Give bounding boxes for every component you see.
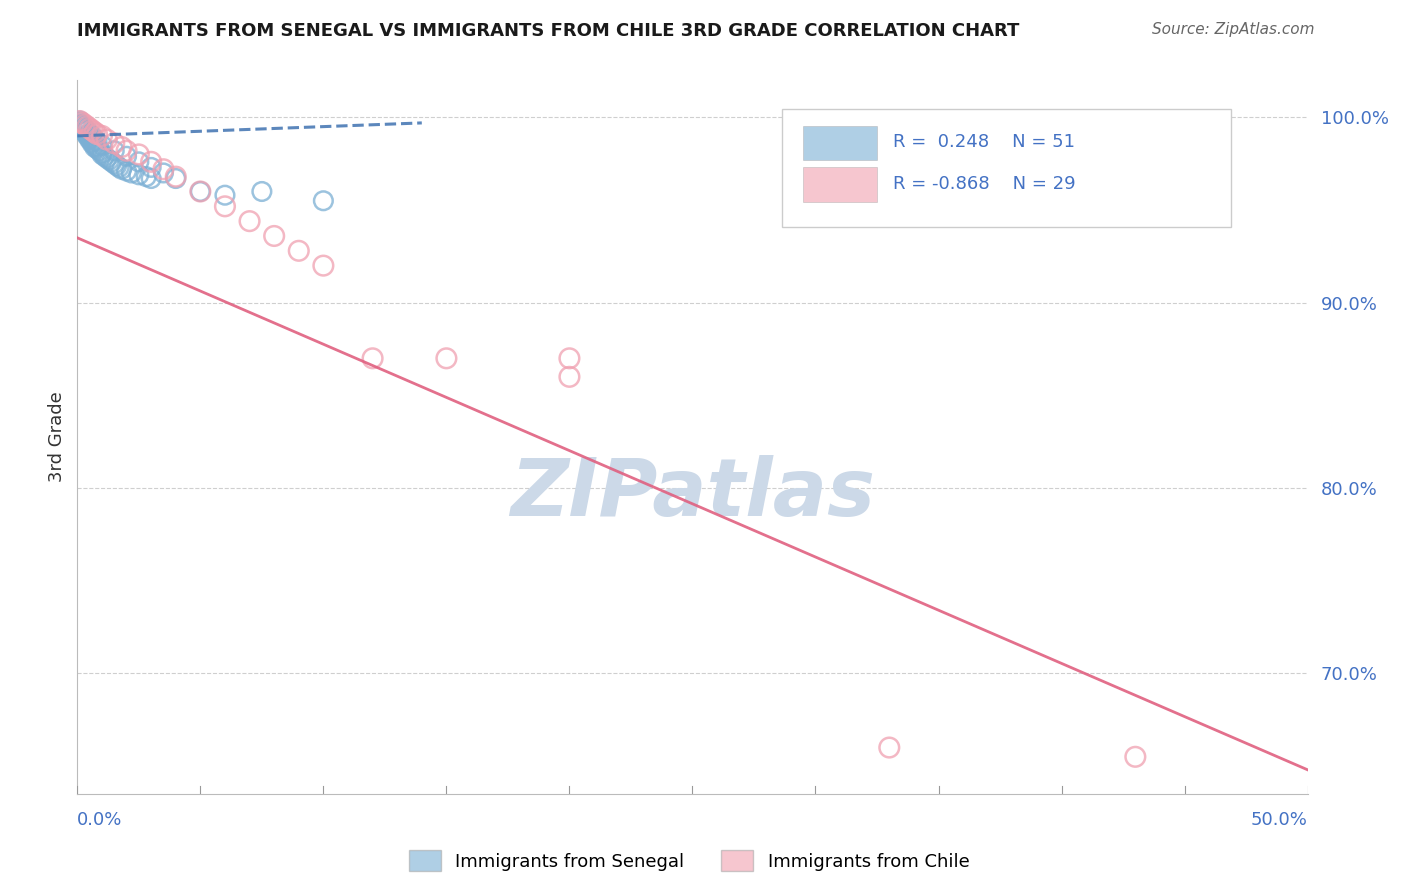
Point bbox=[86, 140, 108, 154]
Point bbox=[73, 121, 96, 136]
Point bbox=[105, 159, 128, 173]
Point bbox=[79, 130, 101, 145]
Point bbox=[115, 149, 138, 163]
Point bbox=[558, 369, 581, 384]
Point bbox=[86, 135, 108, 149]
Text: 0.0%: 0.0% bbox=[77, 811, 122, 829]
Point bbox=[141, 171, 163, 186]
Point bbox=[263, 229, 285, 244]
Point bbox=[76, 127, 98, 141]
Point bbox=[96, 151, 118, 165]
Point bbox=[69, 118, 91, 132]
Point bbox=[128, 168, 150, 182]
Point bbox=[70, 121, 93, 136]
Point bbox=[188, 185, 212, 199]
Point bbox=[361, 351, 384, 366]
Point bbox=[79, 132, 101, 146]
Point bbox=[69, 114, 91, 128]
FancyBboxPatch shape bbox=[803, 168, 877, 202]
FancyBboxPatch shape bbox=[782, 109, 1232, 227]
Point bbox=[135, 169, 157, 184]
Point bbox=[103, 157, 125, 171]
Point bbox=[250, 185, 273, 199]
Point bbox=[214, 199, 236, 213]
Point bbox=[239, 214, 262, 228]
Point bbox=[128, 147, 150, 161]
Point bbox=[141, 154, 163, 169]
Point bbox=[69, 114, 91, 128]
Point bbox=[115, 144, 138, 158]
FancyBboxPatch shape bbox=[803, 126, 877, 161]
Point bbox=[165, 171, 187, 186]
Point bbox=[82, 135, 104, 149]
Point bbox=[76, 123, 98, 137]
Point bbox=[79, 127, 101, 141]
Point bbox=[76, 120, 98, 134]
Text: Source: ZipAtlas.com: Source: ZipAtlas.com bbox=[1152, 22, 1315, 37]
Point bbox=[111, 162, 132, 177]
Point bbox=[73, 118, 96, 132]
Point bbox=[82, 128, 104, 143]
Point bbox=[79, 121, 101, 136]
Point bbox=[128, 154, 150, 169]
Point bbox=[70, 116, 93, 130]
Point bbox=[90, 147, 114, 161]
Point bbox=[1125, 749, 1147, 764]
Point bbox=[73, 123, 96, 137]
Point bbox=[879, 740, 901, 755]
Point bbox=[83, 125, 105, 139]
Point bbox=[152, 166, 174, 180]
Point bbox=[312, 259, 335, 273]
Point bbox=[214, 188, 236, 202]
Point bbox=[90, 128, 114, 143]
Point bbox=[312, 194, 335, 208]
Text: R =  0.248    N = 51: R = 0.248 N = 51 bbox=[893, 134, 1076, 152]
Point bbox=[101, 154, 124, 169]
Y-axis label: 3rd Grade: 3rd Grade bbox=[48, 392, 66, 483]
Point bbox=[121, 166, 143, 180]
Point bbox=[76, 128, 98, 143]
Point bbox=[115, 164, 138, 178]
Point bbox=[89, 144, 111, 158]
Point bbox=[558, 351, 581, 366]
Point bbox=[83, 132, 105, 146]
Point bbox=[188, 185, 212, 199]
Point bbox=[436, 351, 458, 366]
Point bbox=[82, 136, 104, 151]
Point bbox=[152, 162, 174, 177]
Point bbox=[165, 169, 187, 184]
Legend: Immigrants from Senegal, Immigrants from Chile: Immigrants from Senegal, Immigrants from… bbox=[401, 843, 977, 879]
Point bbox=[70, 118, 93, 132]
Point bbox=[70, 120, 93, 134]
Point bbox=[103, 136, 125, 151]
Point bbox=[93, 149, 115, 163]
Point bbox=[96, 132, 118, 146]
Point bbox=[108, 161, 131, 175]
Point bbox=[90, 138, 114, 153]
Point bbox=[69, 116, 91, 130]
Text: R = -0.868    N = 29: R = -0.868 N = 29 bbox=[893, 175, 1076, 193]
Point bbox=[86, 142, 108, 156]
Point bbox=[90, 145, 114, 160]
Point bbox=[111, 140, 132, 154]
Point bbox=[288, 244, 311, 258]
Point bbox=[73, 125, 96, 139]
Point bbox=[83, 140, 105, 154]
Text: ZIPatlas: ZIPatlas bbox=[510, 455, 875, 533]
Text: 50.0%: 50.0% bbox=[1251, 811, 1308, 829]
Point bbox=[103, 144, 125, 158]
Point bbox=[98, 153, 121, 167]
Text: IMMIGRANTS FROM SENEGAL VS IMMIGRANTS FROM CHILE 3RD GRADE CORRELATION CHART: IMMIGRANTS FROM SENEGAL VS IMMIGRANTS FR… bbox=[77, 22, 1019, 40]
Point bbox=[141, 161, 163, 175]
Point bbox=[86, 127, 108, 141]
Point bbox=[82, 123, 104, 137]
Point bbox=[83, 138, 105, 153]
